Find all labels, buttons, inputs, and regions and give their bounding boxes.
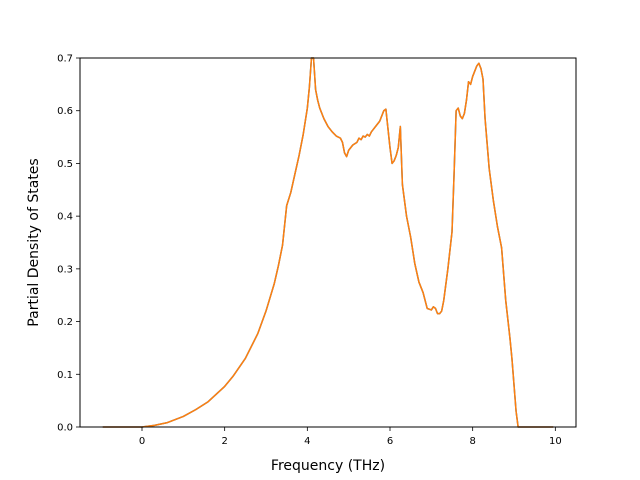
y-tick-label: 0.5 [57, 159, 73, 170]
y-tick-label: 0.7 [57, 54, 73, 65]
x-tick-label: 4 [304, 436, 310, 447]
series-layer [102, 57, 554, 428]
plot-area-frame [79, 57, 577, 428]
y-tick-label: 0.2 [57, 317, 73, 328]
y-tick-label: 0.4 [57, 212, 73, 223]
x-tick-label: 6 [387, 436, 393, 447]
x-tick-label: 2 [221, 436, 227, 447]
y-tick-label: 0.3 [57, 264, 73, 275]
series-line-2 [102, 57, 554, 428]
x-axis-label: Frequency (THz) [271, 458, 385, 474]
x-tick-label: 0 [139, 436, 145, 447]
ticks-layer: 0 2 4 6 8 10 0.0 0.1 0.2 0.3 0.4 0.5 0.6 0.7 [57, 54, 562, 448]
y-tick-label: 0.6 [57, 106, 73, 117]
x-tick-label: 8 [469, 436, 475, 447]
y-axis-label: Partial Density of States [26, 158, 42, 326]
x-tick-label: 10 [549, 436, 562, 447]
y-tick-label: 0.1 [57, 370, 73, 381]
y-tick-label: 0.0 [57, 423, 73, 434]
